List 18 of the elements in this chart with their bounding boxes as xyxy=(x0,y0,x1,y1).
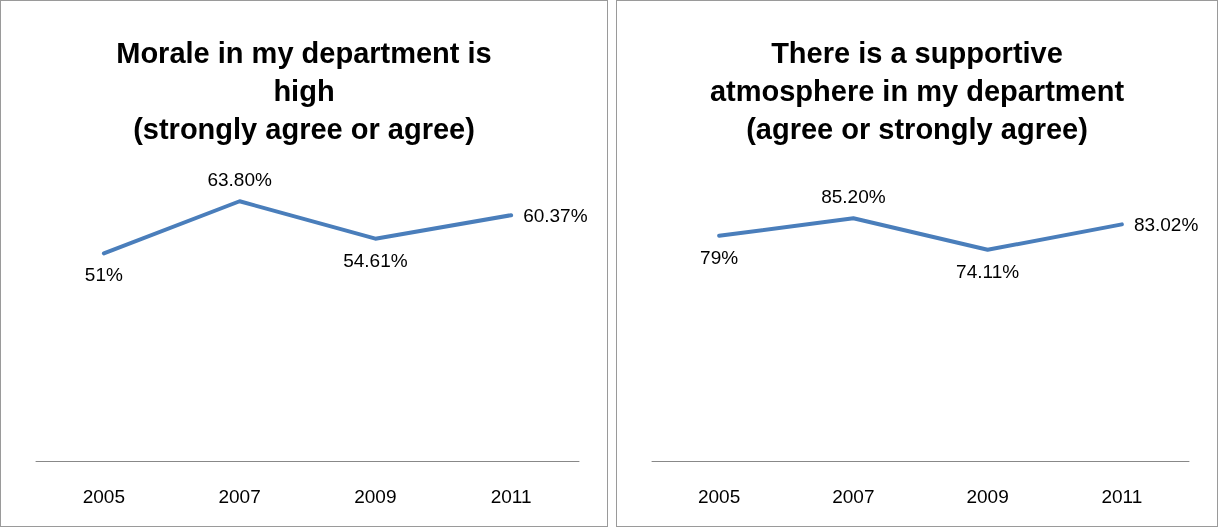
data-label: 83.02% xyxy=(1133,213,1199,235)
data-label: 60.37% xyxy=(523,204,588,226)
data-label: 54.61% xyxy=(343,249,408,271)
x-tick-label: 2009 xyxy=(966,486,1009,507)
data-label: 51% xyxy=(84,264,123,286)
x-tick-label: 2007 xyxy=(832,486,875,507)
data-label: 63.80% xyxy=(207,169,272,191)
x-tick-label: 2011 xyxy=(490,486,532,507)
x-tick-label: 2005 xyxy=(697,486,741,507)
data-label: 74.11% xyxy=(956,260,1020,282)
x-tick-label: 2011 xyxy=(1101,486,1143,507)
chart-title: Morale in my department is high (strongly agree or agree) xyxy=(116,37,492,145)
x-tick-label: 2007 xyxy=(218,486,261,507)
data-label: 85.20% xyxy=(821,186,886,208)
x-tick-label: 2005 xyxy=(82,486,126,507)
chart-title: There is a supportive atmosphere in my department (agree or strongly agree) xyxy=(709,37,1125,145)
data-label: 79% xyxy=(700,246,739,268)
x-tick-label: 2009 xyxy=(354,486,397,507)
